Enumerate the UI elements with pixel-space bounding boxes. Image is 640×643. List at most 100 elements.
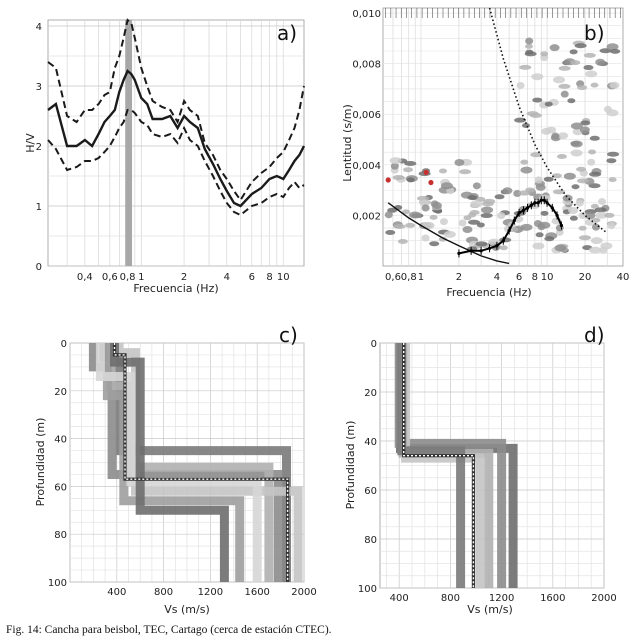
a-peak-band-rect	[125, 20, 133, 266]
b-energy-cell	[585, 70, 598, 78]
b-energy-cell	[526, 111, 539, 117]
panel-c-xlabel: Vs (m/s)	[164, 603, 210, 616]
a-xtick-label: 0,6	[102, 272, 118, 283]
panel-a-peak-band	[125, 20, 133, 266]
b-xtick-label: 6	[516, 272, 522, 283]
c-xtick-label: 1600	[244, 587, 269, 598]
b-energy-cell	[579, 235, 592, 241]
b-energy-cell	[590, 237, 603, 245]
b-energy-cell	[440, 182, 453, 190]
panel-b-curves	[385, 7, 608, 265]
b-xtick-label: 10	[541, 272, 554, 283]
b-energy-cell	[538, 221, 551, 229]
b-energy-cell	[607, 222, 616, 230]
b-xtick-label: 2	[456, 272, 462, 283]
b-energy-cell	[502, 187, 513, 195]
b-energy-cell	[551, 173, 562, 179]
b-energy-cell	[384, 211, 393, 219]
b-dispersion-point	[539, 198, 543, 202]
a-xtick-label: 0,8	[120, 272, 136, 283]
b-dispersion-point	[507, 228, 511, 233]
b-energy-cell	[590, 203, 599, 209]
b-dispersion-point	[550, 206, 554, 210]
b-energy-cell	[575, 199, 584, 207]
b-energy-cell	[590, 82, 599, 88]
d-xtick-label: 800	[441, 593, 460, 604]
b-dispersion-point	[559, 223, 564, 228]
b-energy-cell	[570, 149, 583, 157]
b-energy-cell	[588, 149, 597, 155]
b-energy-cell	[535, 183, 546, 191]
b-energy-cell	[385, 229, 396, 235]
b-energy-cell	[524, 43, 533, 49]
panel-d-label: d)	[584, 323, 605, 347]
b-dispersion-point	[457, 251, 461, 255]
b-ytick-label: 0,004	[352, 161, 381, 172]
b-energy-cell	[390, 162, 399, 170]
b-upper-limit-curve	[488, 7, 608, 234]
b-dispersion-point	[517, 211, 521, 215]
b-xtick-label: 20	[579, 272, 592, 283]
b-energy-cell	[530, 152, 543, 158]
b-lower-limit-curve	[387, 202, 510, 265]
b-dispersion-point	[555, 213, 559, 218]
panel-b-label: b)	[584, 21, 605, 45]
b-energy-cell	[421, 204, 430, 212]
b-energy-cell	[516, 81, 525, 89]
b-energy-cell	[467, 195, 478, 201]
b-energy-cell	[532, 97, 543, 103]
panel-b-energy-contours	[384, 37, 621, 254]
d-xtick-label: 2000	[591, 593, 616, 604]
d-ytick-label: 0	[371, 339, 377, 350]
b-energy-cell	[600, 242, 613, 250]
b-energy-cell	[574, 43, 587, 49]
b-dispersion-point	[545, 201, 549, 205]
c-profile	[95, 343, 262, 582]
figure-caption: Fig. 14: Cancha para beisbol, TEC, Carta…	[6, 624, 332, 636]
b-energy-cell	[438, 168, 447, 174]
b-energy-cell	[392, 175, 405, 181]
panel-a-ylabel: H/V	[24, 133, 37, 153]
b-energy-cell	[469, 210, 480, 216]
b-energy-cell	[476, 222, 485, 228]
b-energy-cell	[587, 158, 596, 166]
b-energy-cell	[604, 212, 615, 218]
b-energy-cell	[583, 212, 596, 220]
b-energy-cell	[421, 221, 434, 229]
b-energy-cell	[443, 230, 456, 238]
panel-d-velocity-profiles: 400 800 1200 1600 2000 0 20 40 60 80 100 d) Vs (m/…	[344, 323, 617, 616]
a-xtick-label: 1	[138, 272, 144, 283]
b-energy-cell	[556, 154, 567, 160]
a-std-curve	[47, 109, 305, 217]
panel-b-ylabel: Lentitud (s/m)	[341, 104, 354, 182]
b-energy-cell	[525, 37, 534, 45]
b-energy-cell	[532, 242, 545, 250]
panel-a-label: a)	[277, 21, 297, 45]
b-energy-cell	[569, 49, 578, 55]
b-energy-cell	[520, 223, 533, 231]
d-ytick-label: 20	[364, 388, 377, 399]
a-xtick-label: 8	[266, 272, 272, 283]
b-energy-cell	[438, 236, 447, 242]
b-energy-cell	[397, 238, 408, 244]
a-ytick-label: 0	[36, 262, 42, 273]
b-energy-cell	[552, 76, 565, 84]
b-energy-cell	[406, 177, 415, 183]
d-xtick-label: 1200	[489, 593, 514, 604]
c-xtick-label: 2000	[291, 587, 316, 598]
b-energy-cell	[558, 65, 571, 71]
c-ytick-label: 80	[54, 530, 67, 541]
b-energy-cell	[403, 167, 414, 173]
b-red-point	[423, 169, 429, 176]
b-energy-cell	[454, 158, 465, 166]
panel-a-series	[47, 18, 306, 217]
b-energy-cell	[558, 83, 571, 89]
b-dispersion-point	[495, 244, 499, 248]
b-energy-cell	[570, 122, 583, 130]
d-ytick-label: 60	[364, 486, 377, 497]
panel-c-profile-set	[88, 343, 303, 582]
panel-d-profile-set	[394, 343, 518, 588]
b-energy-cell	[570, 60, 581, 66]
b-xtick-label: 0,8	[401, 272, 417, 283]
